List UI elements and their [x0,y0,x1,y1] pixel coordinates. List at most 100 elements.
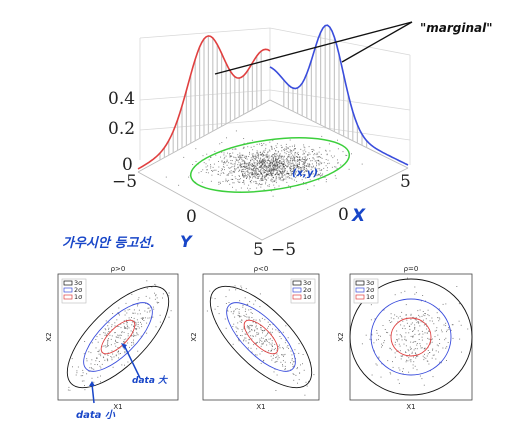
scatter-dot [270,159,272,161]
scatter-dot [321,135,323,137]
panel-dot [298,343,300,345]
panel-dot [136,332,138,334]
panel-dot [467,328,469,330]
scatter-dot [287,162,289,164]
scatter-dot [312,157,314,159]
scatter-dot [292,162,294,164]
scatter-dot [221,151,223,153]
scatter-dot [294,171,296,173]
panel-dot [133,343,135,345]
panel-dot [121,364,123,366]
panel-dot [273,355,274,357]
panel-dot [131,317,132,318]
scatter-dot [257,177,259,179]
scatter-dot [304,169,306,170]
scatter-dot [252,165,254,166]
panel-dot [127,361,129,363]
scatter-dot [220,182,221,184]
panel-dot [445,325,447,327]
scatter-dot [310,168,312,170]
scatter-dot [208,159,210,161]
scatter-dot [318,156,320,158]
scatter-dot [265,144,267,146]
scatter-dot [273,177,274,179]
scatter-dot [283,178,285,180]
scatter-dot [266,160,268,162]
scatter-dot [259,153,261,155]
scatter-dot [285,146,287,148]
scatter-dot [327,159,329,161]
panel-dot [118,307,120,309]
marginal-x-curve [269,24,409,166]
scatter-dot [260,166,262,168]
panel-dot [235,326,237,328]
scatter-dot [285,149,287,151]
panel-dot [433,354,435,356]
panel-dot [412,316,414,318]
panel-dot [106,335,108,336]
scatter-dot [297,159,298,161]
panel-dot [431,357,433,359]
scatter-dot [288,185,290,187]
panel-dot [154,283,156,285]
scatter-dot [289,168,291,170]
scatter-dot [243,157,245,158]
panel-dot [145,295,147,297]
scatter-dot [210,167,212,169]
panel-dot [276,356,278,358]
scatter-dot [238,162,240,164]
scatter-dot [233,182,235,184]
scatter-dot [268,157,270,159]
scatter-dot [297,175,299,177]
scatter-dot [291,173,293,175]
scatter-dot [247,171,249,173]
scatter-dot [260,158,262,160]
panel-dot [93,381,95,383]
scatter-dot [288,155,290,157]
panel-dot [104,359,106,361]
panel-dot [244,316,246,317]
scatter-dot [317,174,319,176]
scatter-dot [256,150,258,152]
panel-dot [284,368,286,370]
scatter-dot [304,171,306,172]
scatter-dot [276,161,278,163]
panel-dot [419,316,421,318]
panel-dot [124,341,126,343]
scatter-dot [298,161,300,163]
scatter-dot [257,164,259,166]
panel-dot [435,329,437,331]
scatter-dot [254,165,256,166]
panel-dot [141,326,143,328]
scatter-dot [326,154,328,156]
scatter-dot [272,165,274,167]
scatter-dot [308,152,310,154]
scatter-dot [247,168,249,170]
scatter-dot [262,154,264,156]
panel-dot [251,329,253,330]
panel-dot [268,338,270,340]
panel-dot [159,321,161,323]
panel-dot [444,339,446,341]
scatter-dot [235,168,237,170]
scatter-dot [262,144,263,146]
panel-dot [129,308,131,310]
panel-dot [90,352,92,354]
panel-dot [105,334,107,336]
scatter-dot [276,155,278,157]
panel-dot [285,339,287,341]
scatter-dot [262,161,264,163]
scatter-dot [262,159,264,161]
scatter-dot [279,177,281,179]
y-tick-5: 5 [253,240,264,260]
panel-dot [394,356,396,358]
panel-dot [273,349,275,351]
panel-dot [279,336,281,337]
scatter-dot [212,171,214,172]
scatter-dot [263,157,265,159]
panel-dot [421,339,423,341]
scatter-dot [253,181,255,183]
scatter-dot [334,175,336,177]
panel-dot [409,359,411,361]
scatter-dot [303,161,305,163]
